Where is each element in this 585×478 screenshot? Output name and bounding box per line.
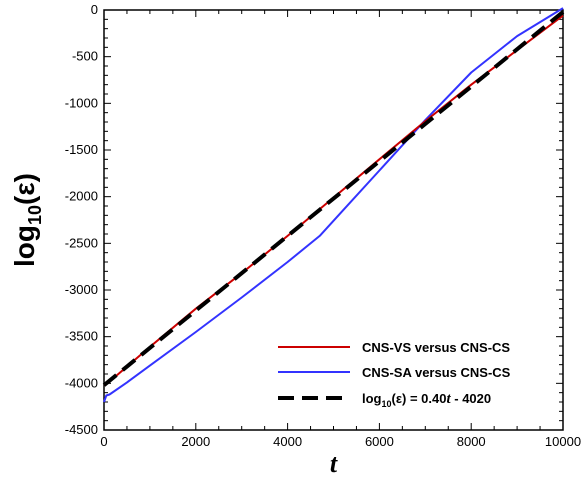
y-tick-label: -1000: [65, 95, 98, 110]
y-tick-label: -3000: [65, 282, 98, 297]
legend: CNS-VS versus CNS-CS CNS-SA versus CNS-CS…: [278, 340, 511, 409]
y-tick-label: -3500: [65, 329, 98, 344]
y-tick-label: -2500: [65, 235, 98, 250]
x-tick-label: 10000: [545, 434, 581, 449]
y-axis-title: log10(ε): [9, 173, 45, 267]
x-tick-label: 2000: [181, 434, 210, 449]
y-tick-label: -500: [72, 49, 98, 64]
x-tick-label: 8000: [457, 434, 486, 449]
y-tick-label: 0: [91, 2, 98, 17]
y-tick-label: -4000: [65, 375, 98, 390]
x-tick-label: 4000: [273, 434, 302, 449]
series-line: [103, 7, 564, 403]
x-tick-label: 6000: [365, 434, 394, 449]
x-tick-label: 0: [100, 434, 107, 449]
series-layer: [102, 7, 565, 403]
x-axis-title: t: [330, 449, 338, 478]
x-axis-ticks: 0 2000 4000 6000 8000 10000: [100, 10, 581, 449]
y-axis-ticks: 0 -500 -1000 -1500 -2000 -2500 -3000 -3500 -4000…: [65, 2, 563, 437]
legend-label: log10(ε) = 0.40t - 4020: [362, 391, 491, 409]
legend-label: CNS-SA versus CNS-CS: [362, 365, 511, 380]
legend-label: CNS-VS versus CNS-CS: [362, 340, 510, 355]
y-tick-label: -2000: [65, 189, 98, 204]
y-tick-label: -1500: [65, 142, 98, 157]
y-tick-label: -4500: [65, 422, 98, 437]
series-line: [102, 10, 565, 387]
